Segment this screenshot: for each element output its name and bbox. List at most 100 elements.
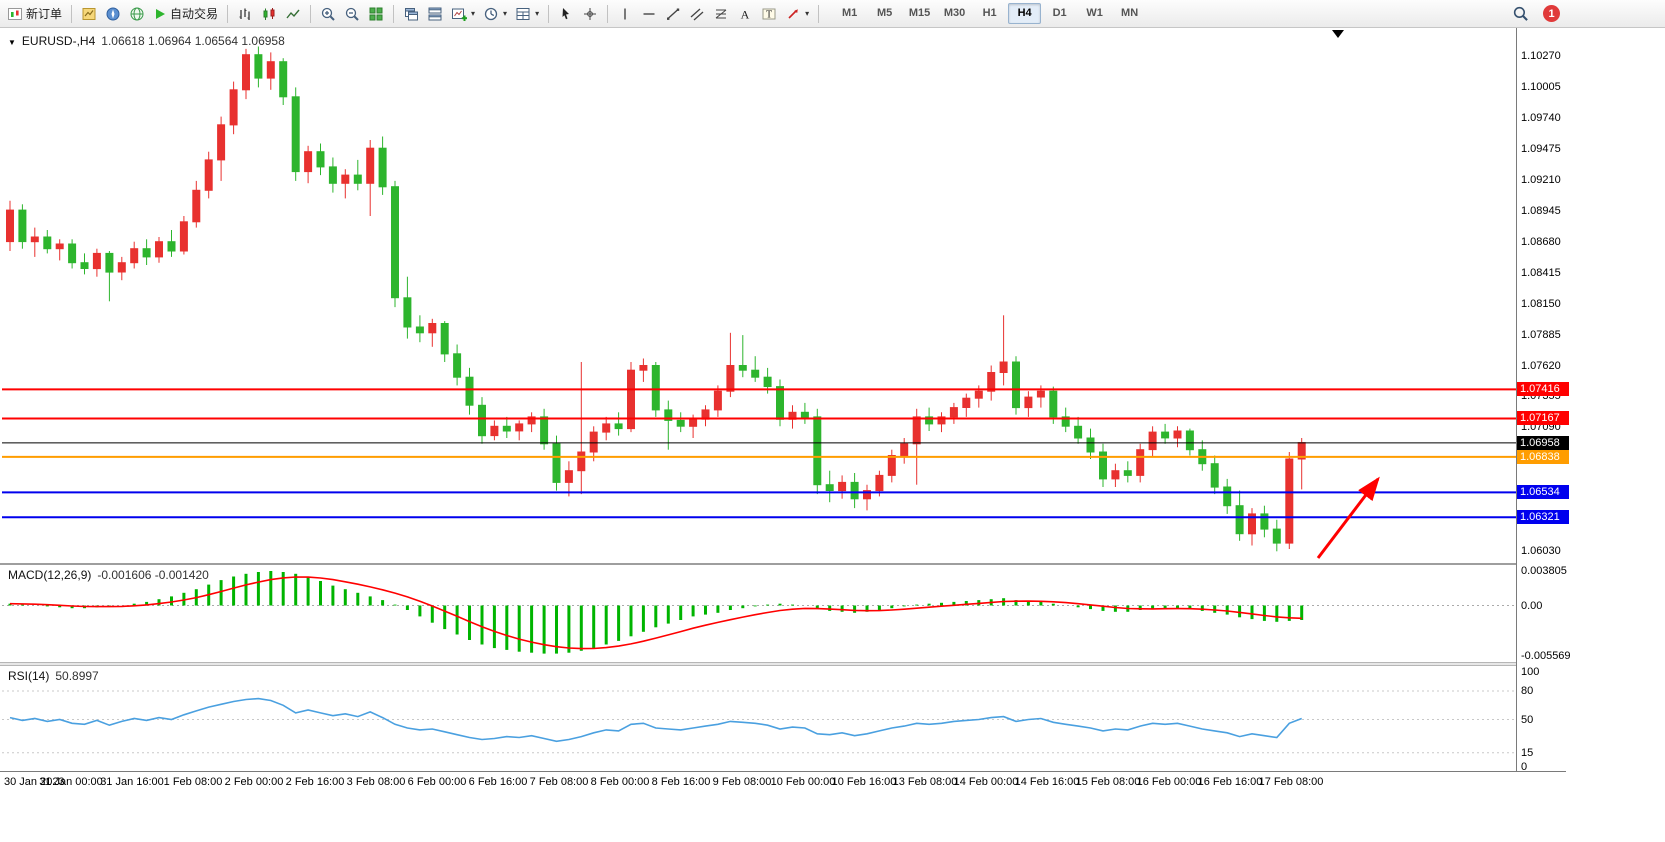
timeframe-button-m30[interactable]: M30 — [943, 7, 966, 19]
fibonacci-button[interactable] — [710, 3, 732, 25]
timeframe-group: M1 M5 M15 M30 H1 H4 D1 W1 MN — [832, 3, 1147, 24]
templates-button[interactable]: ▾ — [512, 3, 542, 25]
time-axis[interactable]: 30 Jan 2023 31 Jan 00:00 31 Jan 16:00 1 Feb… — [0, 771, 1566, 794]
candlestick-chart-button[interactable] — [258, 3, 280, 25]
timeframe-button-m5[interactable]: M5 — [876, 7, 893, 19]
horizontal-line-button[interactable] — [638, 3, 660, 25]
price-axis-label: 1.07885 — [1521, 328, 1561, 341]
channel-icon — [689, 6, 705, 22]
vertical-line-button[interactable] — [614, 3, 636, 25]
timeframe-button-mn[interactable]: MN — [1121, 7, 1139, 19]
vertical-line-icon — [617, 6, 633, 22]
main-price-chart[interactable] — [2, 29, 1516, 563]
price-axis-label: 1.07620 — [1521, 359, 1561, 372]
bar-chart-button[interactable] — [234, 3, 256, 25]
trendline-button[interactable] — [662, 3, 684, 25]
price-axis-label: 1.09475 — [1521, 142, 1561, 155]
price-line-badge: 1.07416 — [1517, 382, 1569, 397]
time-axis-label: 6 Feb 16:00 — [468, 776, 528, 788]
search-button[interactable] — [1509, 3, 1532, 25]
price-axis-label: 1.08680 — [1521, 235, 1561, 248]
tile-grid-icon — [368, 6, 384, 22]
autotrading-button[interactable]: 自动交易 — [150, 3, 221, 25]
line-chart-button[interactable] — [282, 3, 304, 25]
fibonacci-icon — [713, 6, 729, 22]
new-order-label: 新订单 — [26, 7, 63, 21]
panel-separator[interactable] — [0, 563, 1566, 565]
terminal-button[interactable] — [126, 3, 148, 25]
timeframe-button-m15[interactable]: M15 — [908, 7, 931, 19]
timeframe-button-h4[interactable]: H4 — [1008, 3, 1042, 24]
rsi-value: 50.8997 — [55, 669, 99, 683]
crosshair-button[interactable] — [579, 3, 601, 25]
time-axis-label: 14 Feb 16:00 — [1014, 776, 1080, 788]
timeframe-button-d1[interactable]: D1 — [1052, 7, 1067, 19]
macd-title: MACD(12,26,9) -0.001606 -0.001420 — [8, 568, 209, 582]
cascade-windows-button[interactable] — [400, 3, 422, 25]
macd-panel[interactable] — [2, 565, 1516, 662]
toolbar-separator — [548, 4, 550, 23]
chevron-down-icon: ▾ — [471, 9, 476, 18]
price-axis[interactable]: 1.10270 1.10005 1.09740 1.09475 1.09210 1.089… — [1516, 27, 1571, 773]
text-button[interactable]: A — [734, 3, 756, 25]
periods-button[interactable]: ▾ — [480, 3, 510, 25]
terminal-icon — [129, 6, 145, 22]
price-axis-label: 1.08415 — [1521, 266, 1561, 279]
new-chart-button[interactable]: ▾ — [448, 3, 478, 25]
time-axis-label: 8 Feb 00:00 — [590, 776, 650, 788]
new-order-button[interactable]: 新订单 — [4, 3, 65, 25]
time-axis-label: 1 Feb 08:00 — [163, 776, 223, 788]
template-icon — [515, 6, 531, 22]
autotrading-label: 自动交易 — [170, 7, 219, 21]
notification-badge[interactable]: 1 — [1543, 5, 1560, 22]
text-label-icon: T — [761, 6, 777, 22]
toolbar: 新订单 自动交易 — [0, 0, 1665, 28]
trend-arrow-annotation — [1316, 476, 1380, 559]
bar-chart-icon — [237, 6, 253, 22]
candlestick-icon — [261, 6, 277, 22]
price-line-badge: 1.07167 — [1517, 411, 1569, 426]
chevron-down-icon: ▾ — [535, 9, 540, 18]
time-axis-label: 16 Feb 16:00 — [1197, 776, 1263, 788]
zoom-out-button[interactable] — [341, 3, 363, 25]
new-order-icon — [7, 6, 23, 22]
timeframe-button-m1[interactable]: M1 — [841, 7, 858, 19]
price-axis-label: 1.08945 — [1521, 204, 1561, 217]
zoom-in-button[interactable] — [317, 3, 339, 25]
chart-window: ▼ EURUSD-,H4 1.06618 1.06964 1.06564 1.0… — [0, 27, 1571, 794]
chevron-down-icon: ▾ — [503, 9, 508, 18]
macd-axis-label: -0.005569 — [1521, 650, 1571, 662]
price-axis-label: 1.06030 — [1521, 545, 1561, 558]
text-icon: A — [737, 6, 753, 22]
toolbar-separator — [310, 4, 312, 23]
zoom-in-icon — [320, 6, 336, 22]
scroll-to-end-marker[interactable] — [1332, 30, 1344, 38]
equidistant-channel-button[interactable] — [686, 3, 708, 25]
price-axis-label: 1.09740 — [1521, 111, 1561, 124]
timeframe-button-w1[interactable]: W1 — [1086, 7, 1103, 19]
tile-horizontally-button[interactable] — [424, 3, 446, 25]
time-axis-label: 31 Jan 00:00 — [39, 776, 103, 788]
toolbar-separator — [393, 4, 395, 23]
chevron-down-icon: ▾ — [805, 9, 810, 18]
toolbar-separator — [607, 4, 609, 23]
chart-dropdown-icon[interactable]: ▼ — [8, 38, 16, 47]
time-axis-label: 17 Feb 08:00 — [1258, 776, 1324, 788]
svg-text:T: T — [766, 9, 772, 20]
text-label-button[interactable]: T — [758, 3, 780, 25]
timeframe-button-h1[interactable]: H1 — [982, 7, 997, 19]
rsi-panel[interactable] — [2, 666, 1516, 770]
market-watch-button[interactable] — [78, 3, 100, 25]
panel-separator[interactable] — [0, 662, 1566, 666]
trendline-icon — [665, 6, 681, 22]
time-axis-label: 10 Feb 16:00 — [831, 776, 897, 788]
time-axis-label: 13 Feb 08:00 — [892, 776, 958, 788]
time-axis-label: 14 Feb 00:00 — [953, 776, 1019, 788]
time-axis-label: 6 Feb 00:00 — [407, 776, 467, 788]
navigator-button[interactable] — [102, 3, 124, 25]
macd-axis-label: 0.003805 — [1521, 565, 1567, 577]
arrows-button[interactable]: ▾ — [782, 3, 812, 25]
time-axis-label: 7 Feb 08:00 — [529, 776, 589, 788]
cursor-button[interactable] — [555, 3, 577, 25]
tile-windows-button[interactable] — [365, 3, 387, 25]
